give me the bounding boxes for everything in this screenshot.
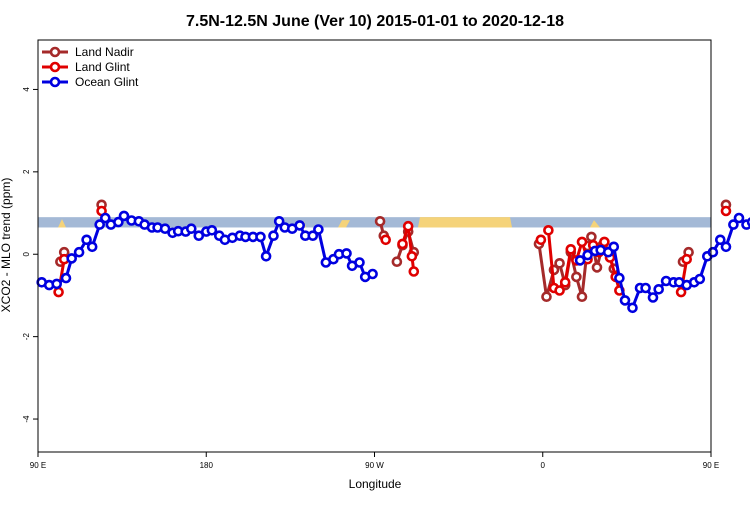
data-point (257, 233, 265, 241)
data-point (369, 270, 377, 278)
data-point (75, 248, 83, 256)
data-point (683, 255, 691, 263)
x-tick-label: 90 E (703, 461, 719, 470)
data-point (649, 294, 657, 302)
data-point (709, 248, 717, 256)
data-point (556, 259, 564, 267)
data-point (556, 287, 564, 295)
y-tick-label: -2 (22, 333, 31, 341)
data-point (722, 207, 730, 215)
data-point (343, 249, 351, 257)
data-point (393, 258, 401, 266)
y-tick-label: 2 (22, 169, 31, 174)
data-point (587, 233, 595, 241)
data-point (642, 284, 650, 292)
legend-label: Land Nadir (75, 45, 134, 59)
data-point (544, 226, 552, 234)
y-tick-label: 0 (22, 251, 31, 256)
data-point (578, 238, 586, 246)
data-point (572, 273, 580, 281)
data-point (296, 221, 304, 229)
data-point (621, 296, 629, 304)
y-tick-label: -4 (22, 415, 31, 423)
data-point (382, 236, 390, 244)
y-axis-label: XCO2 - MLO trend (ppm) (0, 178, 13, 313)
data-point (68, 254, 76, 262)
chart-title: 7.5N-12.5N June (Ver 10) 2015-01-01 to 2… (186, 13, 564, 30)
x-tick-label: 90 E (30, 461, 46, 470)
x-axis-label: Longitude (349, 477, 402, 491)
data-point (722, 243, 730, 251)
land-africa (418, 217, 512, 227)
data-point (615, 274, 623, 282)
data-point (593, 263, 601, 271)
legend-item: Land Nadir (42, 45, 134, 59)
legend-marker (51, 78, 59, 86)
data-point (655, 285, 663, 293)
data-point (629, 304, 637, 312)
data-point (404, 222, 412, 230)
series-land-nadir (56, 201, 730, 301)
data-point (88, 243, 96, 251)
x-tick-label: 180 (200, 461, 214, 470)
series-line (580, 216, 750, 308)
legend-marker (51, 63, 59, 71)
data-point (696, 275, 704, 283)
data-point (376, 217, 384, 225)
x-tick-label: 0 (541, 461, 546, 470)
data-point (735, 214, 743, 222)
data-point (53, 280, 61, 288)
data-point (543, 293, 551, 301)
data-point (610, 243, 618, 251)
data-point (187, 225, 195, 233)
data-point (537, 236, 545, 244)
data-point (55, 288, 63, 296)
data-point (399, 240, 407, 248)
data-point (576, 256, 584, 264)
x-tick-label: 90 W (365, 461, 384, 470)
legend-item: Ocean Glint (42, 75, 139, 89)
data-point (62, 274, 70, 282)
data-point (578, 293, 586, 301)
data-point (262, 252, 270, 260)
legend-label: Land Glint (75, 60, 130, 74)
data-point (270, 232, 278, 240)
legend-marker (51, 48, 59, 56)
data-point (567, 245, 575, 253)
data-point (561, 278, 569, 286)
data-point (314, 226, 322, 234)
data-point (356, 259, 364, 267)
data-point (600, 238, 608, 246)
data-point (410, 268, 418, 276)
y-tick-label: 4 (22, 87, 31, 92)
legend-label: Ocean Glint (75, 75, 139, 89)
legend-item: Land Glint (42, 60, 130, 74)
data-point (408, 252, 416, 260)
